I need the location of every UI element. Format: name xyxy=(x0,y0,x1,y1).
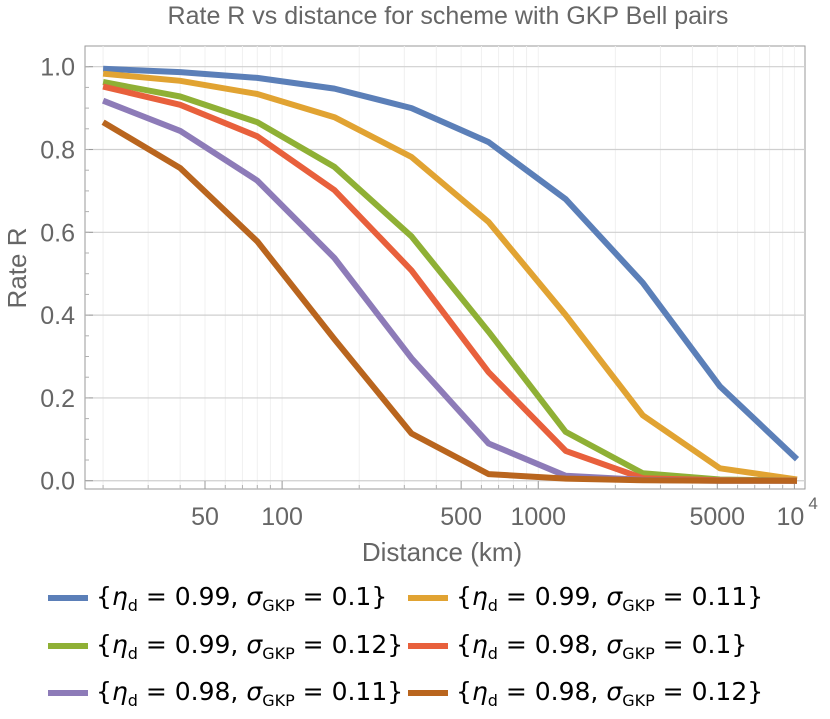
y-tick-label: 1.0 xyxy=(40,54,75,82)
x-axis-ticks: 50 100 500 1000 5000 10 4 xyxy=(102,481,818,531)
x-tick-label: 500 xyxy=(440,503,482,531)
plot-frame xyxy=(84,45,806,490)
legend-item-4: {ηd = 0.98, σGKP = 0.1} xyxy=(408,626,747,666)
legend-label: {ηd = 0.98, σGKP = 0.11} xyxy=(96,676,404,710)
legend-item-1: {ηd = 0.99, σGKP = 0.1} xyxy=(48,578,387,618)
y-tick-label: 0.4 xyxy=(40,302,75,330)
legend-label: {ηd = 0.99, σGKP = 0.11} xyxy=(456,581,764,615)
series-line-6 xyxy=(101,119,797,484)
chart-title: Rate R vs distance for scheme with GKP B… xyxy=(168,2,729,30)
y-axis-label: Rate R xyxy=(2,228,32,309)
data-series xyxy=(101,65,800,484)
legend-swatch xyxy=(48,690,88,696)
y-tick-label: 0.0 xyxy=(40,468,75,496)
legend-item-6: {ηd = 0.98, σGKP = 0.12} xyxy=(408,673,763,713)
legend-swatch xyxy=(408,595,448,601)
legend-swatch xyxy=(48,595,88,601)
y-tick-label: 0.2 xyxy=(40,385,75,413)
x-tick-label: 1000 xyxy=(510,503,566,531)
series-line-1 xyxy=(102,65,800,462)
legend: {ηd = 0.99, σGKP = 0.1} {ηd = 0.99, σGKP … xyxy=(0,572,830,719)
legend-label: {ηd = 0.98, σGKP = 0.12} xyxy=(456,676,764,710)
legend-label: {ηd = 0.98, σGKP = 0.1} xyxy=(456,629,748,663)
legend-swatch xyxy=(408,690,448,696)
x-tick-label-base: 10 xyxy=(776,503,804,531)
legend-label: {ηd = 0.99, σGKP = 0.1} xyxy=(96,581,388,615)
y-tick-label: 0.6 xyxy=(40,219,75,247)
legend-swatch xyxy=(48,643,88,649)
legend-swatch xyxy=(408,643,448,649)
x-tick-label: 100 xyxy=(261,503,303,531)
series-line-2 xyxy=(102,70,798,483)
y-axis-ticks: 0.0 0.2 0.4 0.6 0.8 1.0 xyxy=(40,54,93,496)
x-axis-label: Distance (km) xyxy=(362,537,522,567)
legend-label: {ηd = 0.99, σGKP = 0.12} xyxy=(96,629,404,663)
legend-item-5: {ηd = 0.98, σGKP = 0.11} xyxy=(48,673,403,713)
y-tick-label: 0.8 xyxy=(40,137,75,165)
legend-item-2: {ηd = 0.99, σGKP = 0.11} xyxy=(408,578,763,618)
x-tick-label-exponent: 4 xyxy=(808,494,817,513)
legend-item-3: {ηd = 0.99, σGKP = 0.12} xyxy=(48,626,403,666)
rate-vs-distance-chart: Rate R vs distance for scheme with GKP B… xyxy=(2,2,818,567)
x-tick-label: 50 xyxy=(191,503,219,531)
x-tick-label: 5000 xyxy=(689,503,745,531)
